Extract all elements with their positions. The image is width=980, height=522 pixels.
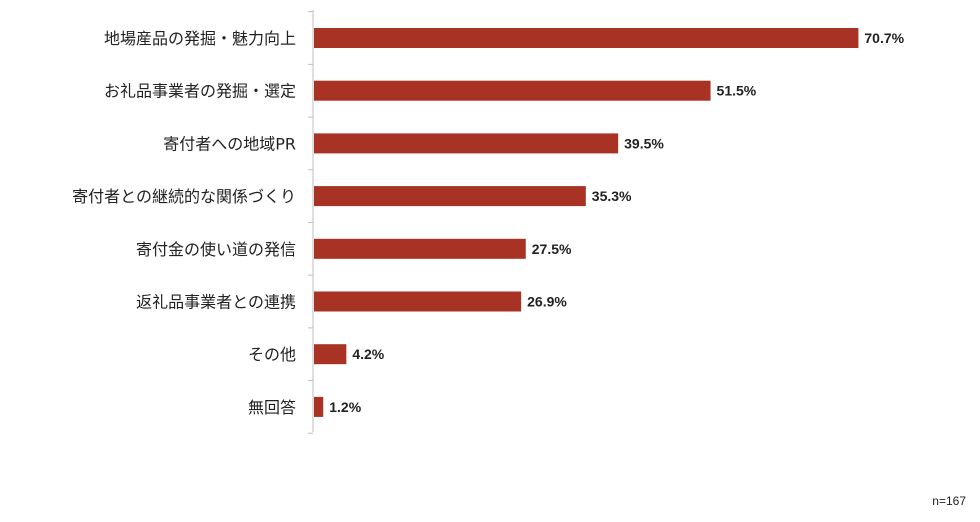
bar: [314, 291, 522, 312]
bar: [314, 186, 586, 207]
bar: [314, 80, 711, 101]
bar: [314, 396, 324, 417]
bar: [314, 133, 619, 154]
bar: [314, 238, 526, 259]
category-label: その他: [248, 345, 296, 364]
bar: [314, 28, 859, 48]
category-label: お礼品事業者の発掘・選定: [104, 82, 296, 101]
data-label: 26.9%: [527, 294, 567, 310]
sample-size-note: n=167: [932, 494, 966, 508]
data-label: 1.2%: [329, 399, 361, 415]
data-label: 70.7%: [864, 30, 904, 46]
category-label: 寄付者への地域PR: [163, 134, 296, 153]
category-label: 寄付者との継続的な関係づくり: [72, 187, 296, 206]
data-label: 4.2%: [352, 346, 384, 362]
category-label: 無回答: [248, 398, 296, 417]
data-label: 27.5%: [532, 241, 572, 257]
category-label: 寄付金の使い道の発信: [136, 240, 296, 259]
bar: [314, 344, 347, 365]
data-label: 39.5%: [624, 135, 664, 151]
data-label: 51.5%: [717, 83, 757, 99]
category-label: 地場産品の発掘・魅力向上: [104, 29, 296, 48]
data-label: 35.3%: [592, 188, 632, 204]
category-label: 返礼品事業者との連携: [136, 293, 296, 312]
